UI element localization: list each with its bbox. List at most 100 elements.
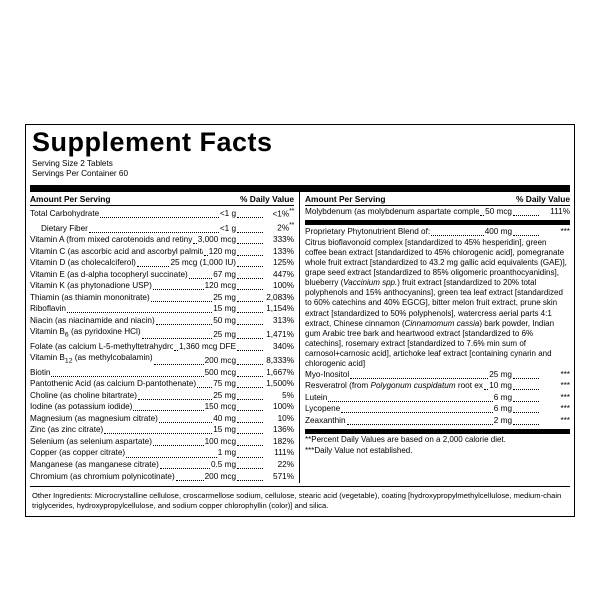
nutrient-row: Niacin (as niacinamide and niacin) 50 mg 3… — [30, 315, 294, 327]
nutrient-name: Magnesium (as magnesium citrate) — [30, 413, 158, 423]
nutrient-row: Resveratrol (from Polygonum cuspidatum r… — [305, 381, 570, 393]
nutrient-amount: <1 g — [219, 209, 236, 219]
nutrient-name: Total Carbohydrate — [30, 209, 100, 219]
nutrient-daily-value: 313% — [273, 315, 294, 325]
nutrient-row: Thiamin (as thiamin mononitrate) 25 mg 2,0… — [30, 292, 294, 304]
nutrient-row: Magnesium (as magnesium citrate) 40 mg 10% — [30, 413, 294, 425]
nutrient-daily-value: 133% — [273, 246, 294, 256]
nutrient-name: Niacin (as niacinamide and niacin) — [30, 315, 155, 325]
dot-leader-2 — [513, 389, 539, 391]
nutrient-amount: <1 g — [219, 223, 236, 233]
nutrient-daily-value: 447% — [273, 269, 294, 279]
right-nutrient-column: Amount Per Serving % Daily Value Molybde… — [300, 192, 570, 482]
dot-leader — [192, 243, 197, 245]
dot-leader-2 — [237, 231, 263, 233]
nutrient-daily-value: 182% — [273, 436, 294, 446]
nutrient-row: Copper (as copper citrate) 1 mg 111% — [30, 448, 294, 460]
nutrient-amount: 0.5 mg — [210, 459, 236, 469]
nutrient-name: Dietary Fiber — [41, 223, 88, 233]
dot-leader — [203, 254, 208, 256]
dot-leader-2 — [237, 444, 263, 446]
nutrient-name: Molybdenum (as molybdenum aspartate comp… — [305, 206, 480, 216]
dot-leader — [104, 433, 213, 435]
nutrient-row: Vitamin K (as phytonadione USP) 120 mcg 10… — [30, 281, 294, 293]
nutrient-daily-value: 333% — [273, 235, 294, 245]
nutrient-name: Zeaxanthin — [305, 415, 346, 425]
nutrient-name: Vitamin B12 (as methylcobalamin) — [30, 353, 153, 365]
nutrient-amount: 6 mg — [493, 392, 512, 402]
nutrient-daily-value: 2,083% — [266, 292, 294, 302]
dot-leader-2 — [513, 377, 539, 379]
nutrient-amount: 15 mg — [213, 425, 236, 435]
dot-leader-2 — [237, 398, 263, 400]
nutrient-daily-value: 571% — [273, 471, 294, 481]
nutrient-row: Vitamin C (as ascorbic acid and ascorbyl… — [30, 246, 294, 258]
dot-leader — [155, 323, 213, 325]
nutrient-row: Total Carbohydrate <1 g <1%** — [30, 206, 294, 220]
label-title-block: Supplement Facts Serving Size 2 Tablets … — [26, 125, 574, 183]
nutrient-name: Lycopene — [305, 404, 341, 414]
footnote-divider-bar — [305, 428, 570, 434]
dot-leader — [350, 377, 489, 379]
right-amount-header: Amount Per Serving — [305, 193, 386, 204]
nutrient-daily-value: *** — [560, 226, 570, 236]
supplement-facts-panel: Supplement Facts Serving Size 2 Tablets … — [25, 124, 575, 518]
servings-per-container: Servings Per Container 60 — [32, 169, 129, 179]
dot-leader — [136, 266, 170, 268]
header-divider-bar — [30, 185, 570, 193]
footnote-list: **Percent Daily Values are based on a 2,… — [305, 435, 570, 456]
nutrient-daily-value: *** — [560, 381, 570, 391]
nutrient-daily-value: 100% — [273, 402, 294, 412]
nutrient-amount: 400 mg — [484, 226, 512, 236]
nutrient-daily-value: *** — [560, 404, 570, 414]
dot-leader-2 — [237, 300, 263, 302]
nutrient-name: Vitamin D (as cholecalciferol) — [30, 258, 136, 268]
nutrient-row: Manganese (as manganese citrate) 0.5 mg 22… — [30, 460, 294, 472]
nutrient-amount: 500 mcg — [204, 367, 236, 377]
dot-leader-2 — [237, 375, 263, 377]
dot-leader — [152, 444, 204, 446]
left-nutrient-column: Amount Per Serving % Daily Value Total C… — [30, 192, 300, 483]
dot-leader-2 — [237, 410, 263, 412]
nutrient-daily-value: *** — [560, 415, 570, 425]
nutrient-name: Proprietary Phytonutrient Blend of: — [305, 226, 431, 236]
dot-leader — [141, 338, 213, 340]
nutrient-name: Biotin — [30, 367, 51, 377]
right-dv-header: % Daily Value — [516, 193, 570, 204]
nutrient-row: Pantothenic Acid (as calcium D-pantothen… — [30, 379, 294, 391]
dot-leader-2 — [237, 217, 263, 219]
nutrient-row: Chromium (as chromium polynicotinate) 200… — [30, 471, 294, 483]
nutrient-amount: 50 mg — [213, 315, 236, 325]
dot-leader-2 — [237, 277, 263, 279]
dot-leader-2 — [513, 214, 539, 216]
nutrient-amount: 25 mg — [213, 292, 236, 302]
nutrient-amount: 67 mg — [213, 269, 236, 279]
nutrient-row: Vitamin A (from mixed carotenoids and re… — [30, 235, 294, 247]
dot-leader — [88, 231, 219, 233]
footnote: ***Daily Value not established. — [305, 445, 413, 455]
dot-leader-2 — [237, 266, 263, 268]
nutrient-name: Choline (as choline bitartrate) — [30, 390, 137, 400]
nutrient-name: Chromium (as chromium polynicotinate) — [30, 471, 175, 481]
nutrient-row: Zinc (as zinc citrate) 15 mg 136% — [30, 425, 294, 437]
nutrient-row: Vitamin D (as cholecalciferol) 25 mcg (1,… — [30, 258, 294, 270]
nutrient-amount: 150 mcg — [204, 402, 236, 412]
nutrient-row: Selenium (as selenium aspartate) 100 mcg 1… — [30, 436, 294, 448]
nutrient-amount: 200 mcg — [204, 356, 236, 366]
nutrient-name: Thiamin (as thiamin mononitrate) — [30, 292, 150, 302]
nutrient-amount: 50 mcg — [485, 206, 512, 216]
dot-leader-2 — [237, 364, 263, 366]
nutrient-amount: 2 mg — [493, 415, 512, 425]
page-title: Supplement Facts — [32, 127, 273, 157]
footnote: **Percent Daily Values are based on a 2,… — [305, 435, 506, 445]
nutrient-amount: 200 mcg — [204, 471, 236, 481]
dot-leader-2 — [237, 323, 263, 325]
dot-leader-2 — [237, 312, 263, 314]
dot-leader-2 — [513, 423, 539, 425]
right-column-header: Amount Per Serving % Daily Value — [305, 192, 570, 207]
nutrient-daily-value: 1,154% — [266, 304, 294, 314]
dot-leader — [174, 349, 179, 351]
dot-leader-2 — [237, 243, 263, 245]
nutrient-row: Lutein 6 mg *** — [305, 392, 570, 404]
nutrient-amount: 75 mg — [213, 379, 236, 389]
